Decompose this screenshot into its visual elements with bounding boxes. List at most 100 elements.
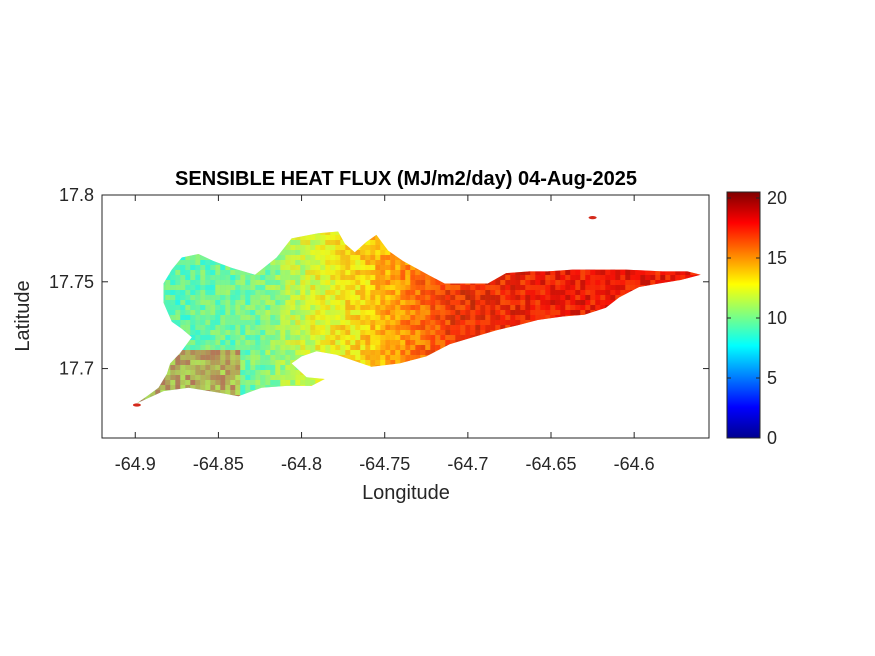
heat-flux-cell [230,310,236,315]
heat-flux-cell [225,270,231,275]
heat-flux-cell [590,305,596,310]
heat-flux-cell [670,275,676,280]
heat-flux-cell [180,315,186,320]
heat-flux-cell [280,365,286,370]
heat-flux-cell [285,325,291,330]
x-axis-ticks: -64.9 -64.85 -64.8 -64.75 -64.7 -64.65 -64.6 [115,195,655,474]
heat-flux-cell [460,290,466,295]
heat-flux-cell [290,315,296,320]
heat-flux-cell [235,360,241,365]
heat-flux-cell [425,280,431,285]
heat-flux-cell [220,300,226,305]
heat-flux-cell [340,270,346,275]
heat-flux-cell [225,330,231,335]
heat-flux-cell [295,310,301,315]
heat-flux-cell [255,345,261,350]
heat-flux-cell [290,305,296,310]
heat-flux-cell [320,295,326,300]
heat-flux-cell [270,265,276,270]
heat-flux-cell [195,385,201,390]
heat-flux-cell [570,295,576,300]
heat-flux-cell [345,260,351,265]
heat-flux-cell [340,305,346,310]
heat-flux-cell [245,300,251,305]
heat-flux-cell [345,295,351,300]
heat-flux-cell [505,325,511,330]
heat-flux-cell [355,305,361,310]
heat-flux-cell [330,330,336,335]
heat-flux-cell [285,290,291,295]
heat-flux-cell [370,290,376,295]
heat-flux-cell [330,265,336,270]
heat-flux-cell [250,325,256,330]
heat-flux-cell [280,290,286,295]
heat-flux-cell [370,245,376,250]
heat-flux-cell [305,380,311,385]
heat-flux-cell [535,290,541,295]
heat-flux-cell [570,280,576,285]
heat-flux-cell [260,345,266,350]
heat-flux-cell [550,310,556,315]
heat-flux-cell [565,275,571,280]
heat-flux-cell [220,275,226,280]
heat-flux-cell [215,380,221,385]
heat-flux-cell [270,320,276,325]
heat-flux-cell [275,265,281,270]
heat-flux-cell [220,335,226,340]
heat-flux-cell [390,340,396,345]
heat-flux-cell [285,375,291,380]
heat-flux-cell [325,345,331,350]
heat-flux-cell [240,285,246,290]
heat-flux-cell [335,255,341,260]
heat-flux-cell [280,270,286,275]
heat-flux-cell [235,340,241,345]
heat-flux-cell [370,320,376,325]
heat-flux-cell [295,375,301,380]
heat-flux-cell [360,275,366,280]
heat-flux-cell [310,310,316,315]
heat-flux-cell [575,305,581,310]
heat-flux-cell [400,265,406,270]
heat-flux-cell [245,345,251,350]
heat-flux-cell [285,250,291,255]
heat-flux-cell [310,265,316,270]
heat-flux-cell [525,290,531,295]
heat-flux-cell [350,270,356,275]
heat-flux-cell [195,370,201,375]
heat-flux-cell [180,285,186,290]
heat-flux-cell [485,310,491,315]
heat-flux-cell [230,355,236,360]
heat-flux-cell [560,300,566,305]
heat-flux-cell [305,265,311,270]
heat-flux-cell [500,300,506,305]
heat-flux-cell [570,310,576,315]
heat-flux-cell [410,320,416,325]
heat-flux-cell [360,255,366,260]
heat-flux-cell [580,295,586,300]
heat-flux-cell [360,320,366,325]
heat-flux-cell [600,300,606,305]
heat-flux-cell [535,270,541,275]
heat-flux-cell [525,300,531,305]
heat-flux-cell [490,295,496,300]
heat-flux-cell [455,320,461,325]
heat-flux-cell [240,310,246,315]
heat-flux-cell [570,300,576,305]
heat-flux-cell [215,335,221,340]
heat-flux-cell [200,270,206,275]
heat-flux-cell [465,335,471,340]
heat-flux-cell [580,305,586,310]
y-axis-label: Latitude [12,280,34,351]
heat-flux-cell [425,305,431,310]
heat-flux-cell [205,350,211,355]
heat-flux-cell [375,355,381,360]
heat-flux-cell [550,305,556,310]
heat-flux-cell [225,345,231,350]
heat-flux-cell [215,385,221,390]
heat-flux-cell [545,315,551,320]
heat-flux-cell [235,270,241,275]
heat-flux-cell [290,330,296,335]
heat-flux-cell [165,375,171,380]
heat-flux-cell [210,275,216,280]
heat-flux-cell [240,295,246,300]
